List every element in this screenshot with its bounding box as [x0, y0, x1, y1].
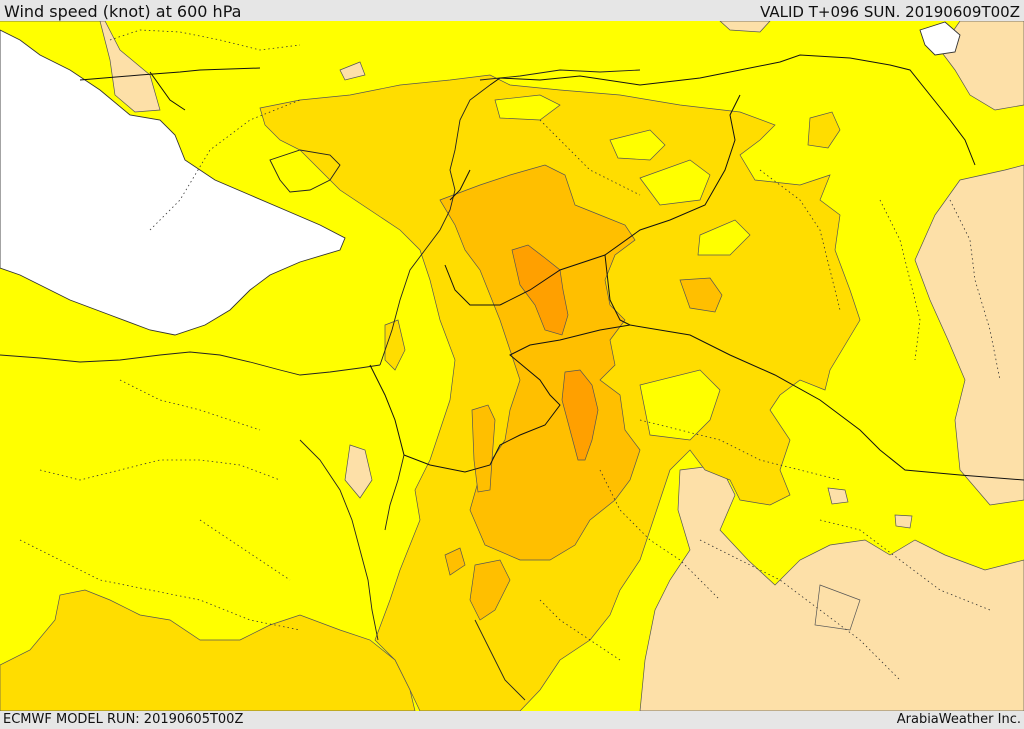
- footer-bar: ECMWF MODEL RUN: 20190605T00Z ArabiaWeat…: [0, 711, 1024, 729]
- level-2-areas: [439, 164, 723, 621]
- sea-area: [0, 21, 961, 336]
- model-run-label: ECMWF MODEL RUN: 20190605T00Z: [3, 712, 244, 727]
- country-borders: [79, 54, 1024, 481]
- map-panel[interactable]: [0, 21, 1024, 711]
- valid-time: VALID T+096 SUN. 20190609T00Z: [760, 3, 1020, 21]
- header-bar: Wind speed (knot) at 600 hPa VALID T+096…: [0, 0, 1024, 21]
- calm-pockets: [494, 94, 751, 441]
- level-3-areas: [511, 244, 599, 461]
- low-speed-areas: [0, 21, 1024, 711]
- coastlines: [0, 69, 641, 701]
- wind-speed-map: [0, 21, 1024, 711]
- credit-label: ArabiaWeather Inc.: [896, 712, 1021, 727]
- province-boundaries: [19, 29, 1001, 681]
- map-title: Wind speed (knot) at 600 hPa: [4, 2, 242, 21]
